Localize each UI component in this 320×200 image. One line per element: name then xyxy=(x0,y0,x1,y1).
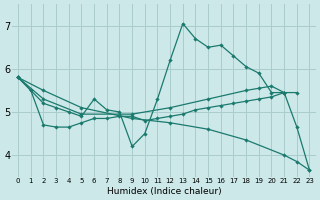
X-axis label: Humidex (Indice chaleur): Humidex (Indice chaleur) xyxy=(107,187,221,196)
